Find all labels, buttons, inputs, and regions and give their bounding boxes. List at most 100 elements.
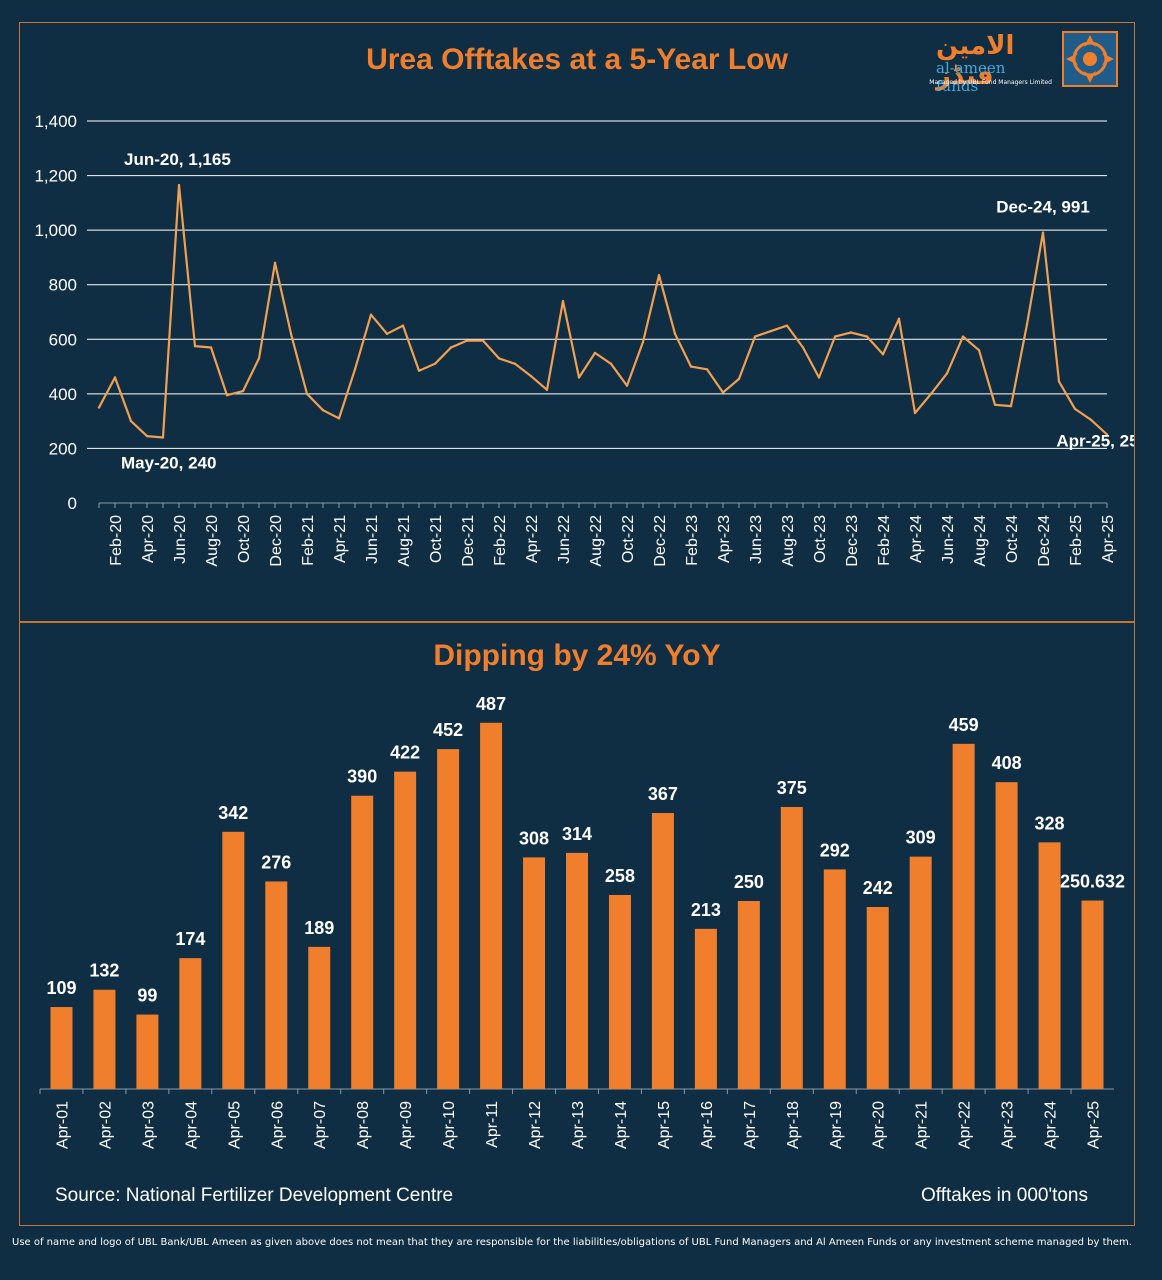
data-point [401,324,405,327]
x-tick-label: Apr-21 [332,515,349,563]
x-tick-label: Apr-22 [524,515,541,563]
data-point [1105,433,1109,436]
bar [1038,842,1061,1089]
x-tick-label: Apr-17 [742,1101,759,1149]
bar [437,749,460,1089]
data-point [849,331,853,334]
x-tick-label: Dec-21 [460,515,477,567]
data-point [1073,407,1077,411]
data-point [705,368,709,371]
bar [780,807,803,1089]
x-tick-label: Feb-20 [108,515,125,566]
bar [823,869,846,1089]
bar-value-label: 487 [476,694,506,714]
y-tick-label: 1,000 [34,221,77,240]
bar-chart-title: Dipping by 24% YoY [433,639,721,672]
x-tick-label: Apr-23 [1000,1101,1017,1149]
x-tick-label: Feb-23 [684,515,701,566]
x-tick-label: Apr-13 [570,1101,587,1149]
data-point [593,351,597,355]
data-point [113,376,117,379]
bar [394,771,417,1089]
y-tick-label: 1,400 [34,112,77,131]
data-annotation: Apr-25, 251 [1056,432,1134,451]
data-point [577,376,581,379]
units-note: Offtakes in 000'tons [921,1185,1088,1206]
bar-value-label: 390 [347,767,377,787]
disclaimer-text: Use of name and logo of UBL Bank/UBL Ame… [12,1237,1132,1248]
x-tick-label: Apr-20 [871,1101,888,1149]
data-point [945,372,949,375]
bar-value-label: 213 [691,900,721,920]
data-point [977,349,981,352]
bar-chart: 109 Apr-01 132 Apr-02 99 Apr-03 174 Apr-04 342 Ap… [39,694,1125,1149]
data-annotation: May-20, 240 [121,454,216,473]
data-point [929,392,933,396]
bar-chart-panel: Dipping by 24% YoY 109 Apr-01 132 Apr-02 99 A… [19,622,1135,1226]
y-tick-label: 800 [49,276,77,295]
x-tick-label: Apr-25 [1100,515,1117,563]
data-point [625,384,629,387]
bar-value-label: 422 [390,743,420,763]
x-tick-label: Apr-02 [97,1101,114,1149]
y-tick-label: 200 [49,439,77,458]
bar [136,1014,159,1089]
data-annotation: Dec-24, 991 [996,198,1090,217]
data-point [513,362,517,366]
x-tick-label: Dec-22 [652,515,669,567]
data-point [897,317,901,321]
x-tick-label: Oct-21 [428,515,445,563]
line-chart: 0 200 400 600 800 1,000 1,200 1,400 Feb-20 Apr-20… [34,112,1134,567]
data-point [609,362,613,366]
bar [50,1007,73,1089]
bar-value-label: 109 [46,978,76,998]
logo-english-text: al-ameen funds [936,59,1006,95]
data-point [369,313,373,316]
data-point [833,335,837,338]
x-tick-label: Apr-11 [484,1101,501,1148]
bar [222,831,245,1089]
x-tick-label: Apr-19 [828,1101,845,1149]
data-point [913,411,917,415]
x-tick-label: Dec-20 [268,515,285,567]
data-point [257,357,261,360]
bar [566,852,588,1089]
data-point [193,344,197,348]
bar-value-label: 174 [175,929,205,949]
data-point [529,374,533,378]
data-point [161,436,165,439]
bar [523,857,546,1089]
x-tick-label: Aug-21 [396,515,413,567]
data-point [465,339,469,342]
x-tick-label: Apr-21 [914,1101,931,1149]
logo-tagline: Managed by UBL Fund Managers Limited [929,79,1052,86]
x-tick-label: Jun-21 [364,515,381,564]
bar [995,782,1018,1089]
bar-value-label: 452 [433,720,463,740]
bar [651,813,674,1089]
data-point [97,406,101,409]
data-point [785,324,789,327]
data-point [993,403,997,406]
x-tick-label: Oct-24 [1004,515,1021,563]
offtake-series-line [98,184,1108,439]
bar-value-label: 132 [89,961,119,981]
x-tick-label: Apr-16 [699,1101,716,1149]
data-point [561,299,565,303]
bar-value-label: 408 [992,753,1022,773]
data-point [961,335,965,338]
line-chart-panel: Urea Offtakes at a 5-Year Low الامین فنڈ… [19,22,1135,622]
line-chart-title: Urea Offtakes at a 5-Year Low [366,43,788,76]
x-tick-label: Apr-25 [1086,1101,1103,1149]
bar-value-label: 342 [218,803,248,823]
x-tick-label: Apr-10 [441,1101,458,1149]
data-point [721,391,725,394]
logo-pattern-icon [1062,31,1118,87]
bar [93,989,116,1089]
bar-value-label: 309 [906,828,936,848]
data-point [1009,404,1013,408]
data-point [433,362,437,366]
bar [480,722,503,1089]
bar [866,907,889,1089]
al-ameen-logo: الامین فنڈز al-ameen funds Managed by UB… [929,29,1126,95]
